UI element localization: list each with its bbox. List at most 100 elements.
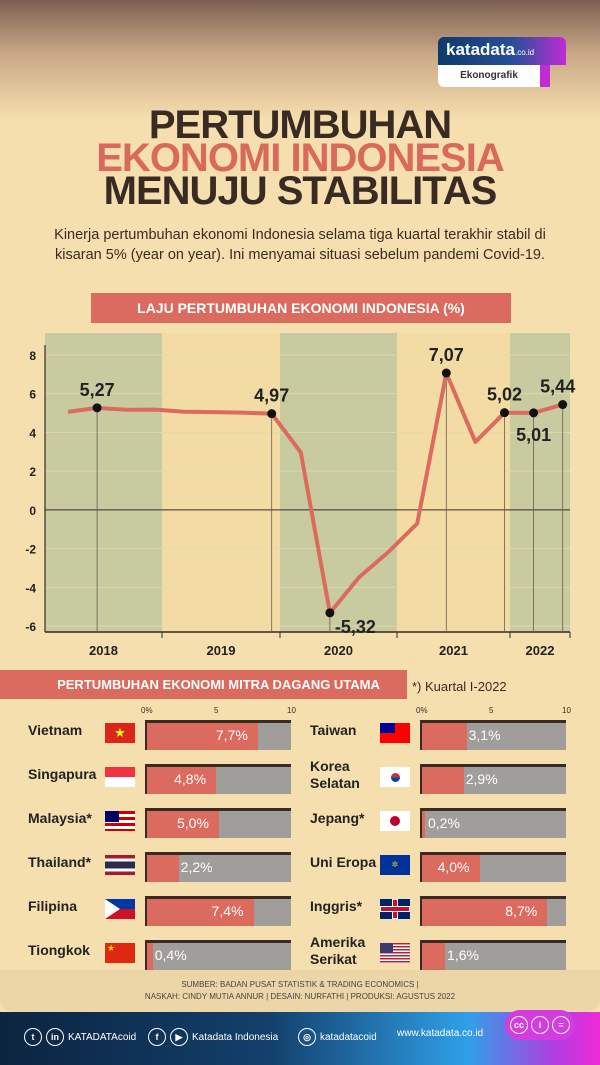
x-tick-label: 2019 <box>207 643 236 658</box>
data-point <box>529 408 539 418</box>
growth-bar-fill <box>147 811 219 838</box>
x-tick-label: 0% <box>141 706 153 715</box>
year-band <box>397 333 510 632</box>
footer-facebook-youtube[interactable]: f ▶ Katadata Indonesia <box>148 1028 278 1046</box>
facebook-icon: f <box>148 1028 166 1046</box>
data-label: 5,44 <box>540 377 575 397</box>
growth-bar: 7,7% <box>145 720 291 750</box>
footer-twitter-linkedin[interactable]: t in KATADATAcoid <box>24 1028 136 1046</box>
growth-bar: 5,0% <box>145 808 291 838</box>
growth-bar-fill <box>422 811 425 838</box>
growth-bar: 7,4% <box>145 896 291 926</box>
growth-value: 4,8% <box>174 771 207 787</box>
y-tick-label: 6 <box>29 388 36 402</box>
growth-bar-fill <box>422 723 467 750</box>
growth-bar: 1,6% <box>420 940 566 970</box>
growth-bar: 4,0% <box>420 852 566 882</box>
instagram-handle: katadatacoid <box>320 1031 377 1043</box>
data-point <box>325 608 335 618</box>
growth-value: 0,2% <box>428 815 460 831</box>
y-tick-label: -6 <box>25 620 36 634</box>
y-tick-label: 8 <box>29 349 36 363</box>
brand-name: katadata <box>446 40 515 59</box>
malaysia-flag-icon <box>105 811 135 831</box>
country-name: Malaysia* <box>28 810 92 826</box>
x-tick-label: 2022 <box>526 643 555 658</box>
growth-bar: 8,7% <box>420 896 566 926</box>
data-point <box>558 400 568 410</box>
year-band <box>510 333 570 632</box>
country-name: Amerika Serikat <box>310 934 366 967</box>
y-tick-label: 2 <box>29 465 36 479</box>
data-label: -5,32 <box>335 617 376 637</box>
footer-instagram[interactable]: ◎ katadatacoid <box>298 1028 377 1046</box>
country-name: Singapura <box>28 766 97 782</box>
bar-section-title: PERTUMBUHAN EKONOMI MITRA DAGANG UTAMA <box>0 670 407 699</box>
country-name: Filipina <box>28 898 77 914</box>
data-point <box>92 403 102 413</box>
growth-bar-fill <box>422 899 548 926</box>
singapore-flag-icon <box>105 767 135 787</box>
data-label: 5,01 <box>516 425 551 445</box>
thailand-flag-icon <box>105 855 135 875</box>
growth-bar-fill <box>147 943 153 970</box>
title-line-3: MENUJU STABILITAS <box>103 169 498 213</box>
growth-bar: 0,4% <box>145 940 291 970</box>
growth-bar-fill <box>422 943 446 970</box>
cc-icon: cc <box>510 1016 528 1034</box>
growth-bar-fill <box>422 767 464 794</box>
data-label: 5,27 <box>80 380 115 400</box>
website-link: www.katadata.co.id <box>397 1028 484 1039</box>
x-tick-label: 5 <box>489 706 494 715</box>
country-name: Taiwan <box>310 722 357 738</box>
twitter-handle: KATADATAcoid <box>68 1031 137 1043</box>
brand-section: Ekonografik <box>438 65 550 87</box>
data-point <box>267 409 277 419</box>
vietnam-flag-icon: ★ <box>105 723 135 743</box>
eu-flag-icon: ✲ <box>380 855 410 875</box>
noncommercial-icon: = <box>552 1016 570 1034</box>
growth-bar: 3,1% <box>420 720 566 750</box>
staff-credit: NASKAH: CINDY MUTIA ANNUR | DESAIN: NURF… <box>144 992 456 1001</box>
growth-value: 0,4% <box>154 947 187 963</box>
y-tick-label: 0 <box>29 504 36 518</box>
growth-bar: 4,8% <box>145 764 291 794</box>
country-name: Tiongkok <box>28 942 90 958</box>
facebook-handle: Katadata Indonesia <box>192 1031 279 1043</box>
year-band <box>280 333 397 632</box>
growth-bar: 2,9% <box>420 764 566 794</box>
y-tick-label: -2 <box>25 543 36 557</box>
south-korea-flag-icon <box>380 767 410 787</box>
growth-bar-fill <box>422 855 480 882</box>
x-tick-label: 10 <box>562 706 571 715</box>
footer-website[interactable]: www.katadata.co.id <box>397 1028 483 1039</box>
growth-bar-fill <box>147 899 254 926</box>
country-name: Vietnam <box>28 722 83 738</box>
title-line-1: PERTUMBUHAN <box>148 103 452 147</box>
uk-flag-icon <box>380 899 410 919</box>
country-name: Thailand* <box>28 854 92 870</box>
quarter-note: *) Kuartal I-2022 <box>412 679 507 694</box>
growth-value: 4,0% <box>437 859 470 875</box>
country-name: Uni Eropa <box>310 854 377 870</box>
katadata-logo: katadata.co.id Ekonografik <box>438 37 566 90</box>
data-point <box>500 408 509 418</box>
x-tick-label: 2018 <box>89 643 118 658</box>
attribution-icon: i <box>531 1016 549 1034</box>
x-tick-label: 10 <box>287 706 296 715</box>
growth-bar-fill <box>147 723 258 750</box>
data-label: 7,07 <box>429 345 464 365</box>
growth-value: 8,7% <box>505 903 538 919</box>
linkedin-icon: in <box>46 1028 64 1046</box>
growth-value: 5,0% <box>177 815 209 831</box>
gdp-line-chart: 8 6 4 2 0 -2 -4 -6 2018 2019 2020 2021 2022 5,27 4,97 -… <box>25 333 575 658</box>
taiwan-flag-icon <box>380 723 410 743</box>
growth-value: 2,2% <box>180 859 213 875</box>
japan-flag-icon <box>380 811 410 831</box>
y-tick-label: 4 <box>29 426 36 440</box>
country-name: Korea Selatan <box>310 758 360 791</box>
growth-bar-fill <box>147 767 217 794</box>
data-label: 4,97 <box>254 386 289 406</box>
country-name: Inggris* <box>310 898 363 914</box>
growth-bar-fill <box>147 855 179 882</box>
